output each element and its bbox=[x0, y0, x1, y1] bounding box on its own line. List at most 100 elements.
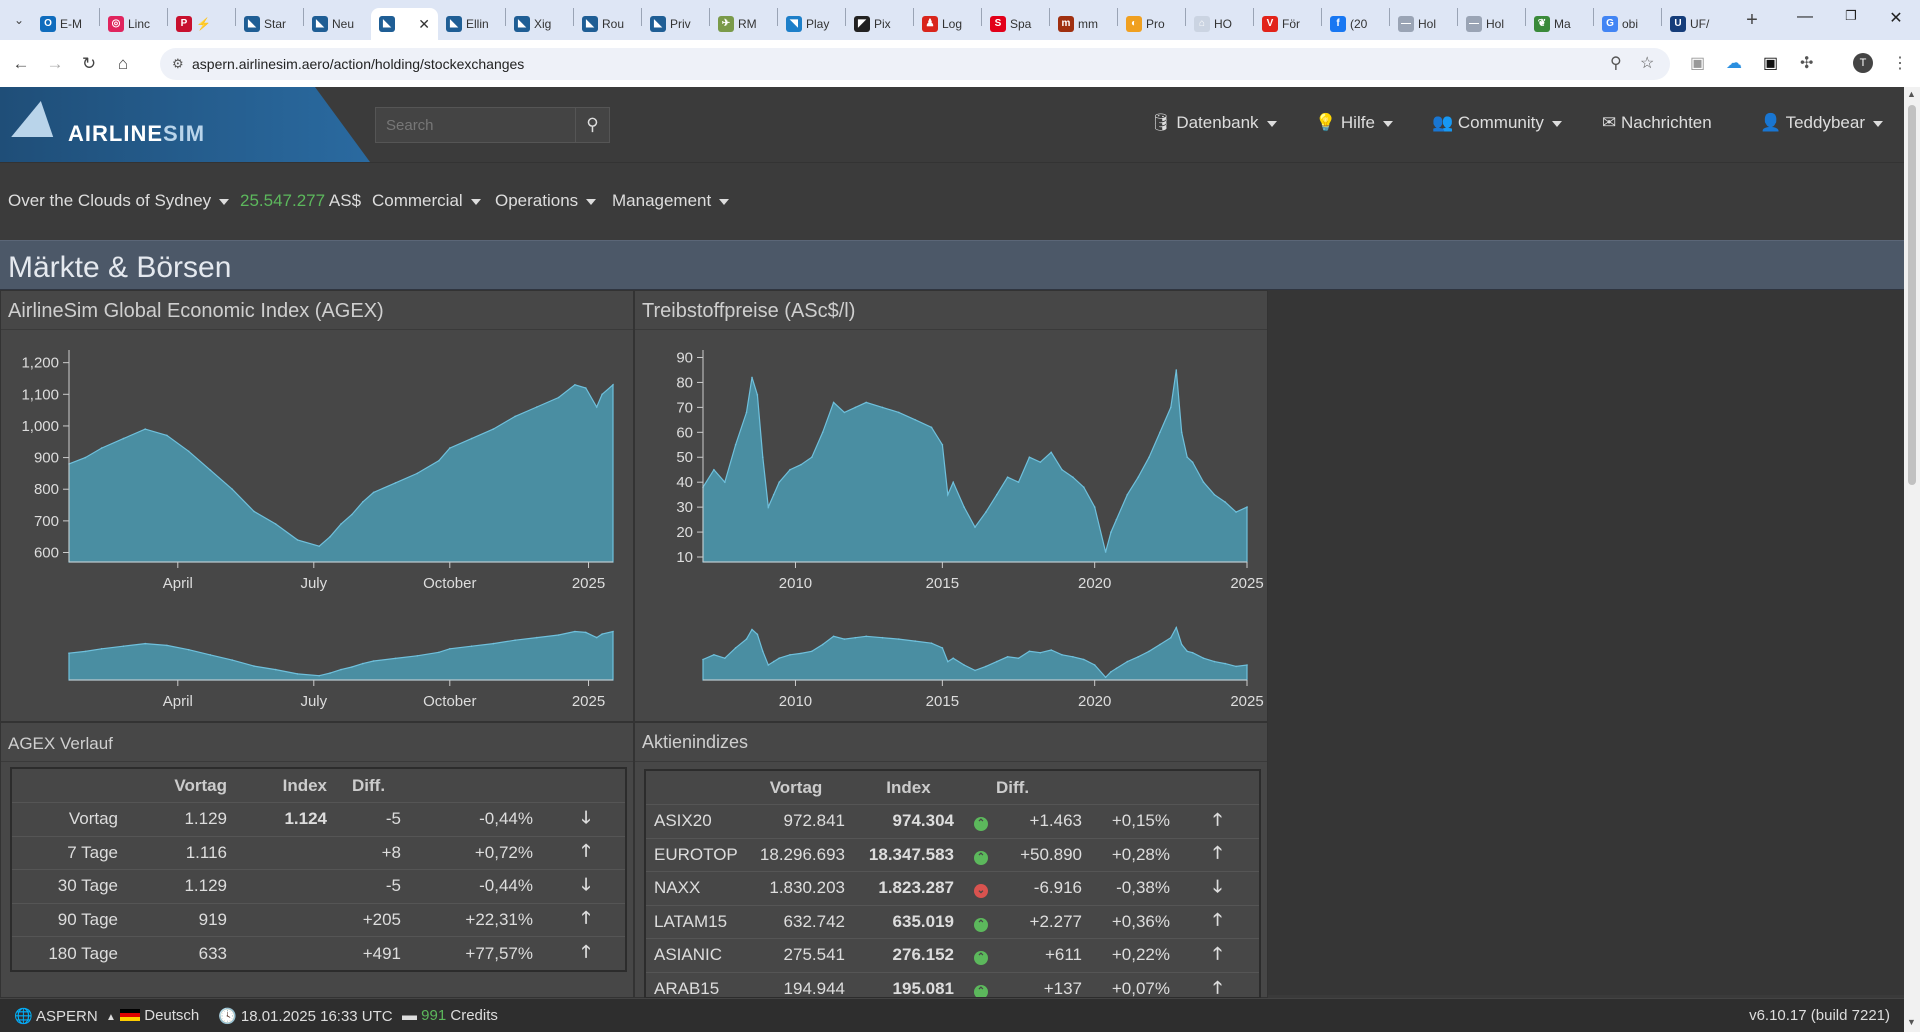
agex-chart[interactable]: 600 700 800 900 1,000 1,100 1,200 April April Jul… bbox=[1, 330, 633, 722]
browser-tab[interactable]: ◣ Ellin bbox=[438, 8, 505, 40]
browser-tab[interactable]: ◤ Pix bbox=[846, 8, 913, 40]
nav-commercial[interactable]: Commercial bbox=[372, 191, 481, 211]
browser-tab[interactable]: m mm bbox=[1050, 8, 1117, 40]
navigator-area-series-point bbox=[318, 674, 321, 677]
browser-tab[interactable]: S Spa bbox=[982, 8, 1049, 40]
browser-tab[interactable]: ◣ Xig bbox=[506, 8, 573, 40]
minimize-button[interactable]: — bbox=[1797, 8, 1813, 25]
chart-area-series-point bbox=[734, 444, 737, 446]
browser-tab[interactable]: ✈ RM bbox=[710, 8, 777, 40]
index-value: 974.304 bbox=[851, 804, 966, 838]
chart-area-series-point bbox=[274, 523, 277, 525]
fuel-chart[interactable]: 10 20 30 40 50 60 70 80 90 2010 2010 2015 2015 2020 20… bbox=[635, 330, 1267, 722]
site-info-icon[interactable]: ⚙ bbox=[172, 56, 184, 71]
navigator-area-series-point bbox=[187, 648, 190, 651]
browser-tab[interactable]: O E-M bbox=[32, 8, 99, 40]
col-vortag: Vortag bbox=[174, 775, 227, 795]
browser-menu-icon[interactable]: ⋮ bbox=[1892, 55, 1908, 72]
navigator-area-series-point bbox=[274, 668, 277, 671]
table-row: 30 Tage 1.129 -5 -0,44% 🡓 bbox=[12, 869, 625, 903]
maximize-button[interactable]: ❐ bbox=[1845, 8, 1857, 23]
table-row[interactable]: ARAB15 194.944 195.081 ⌃ +137 +0,07% 🡑 bbox=[646, 971, 1259, 997]
chart-area-series-point bbox=[340, 523, 342, 525]
cloud-extension-icon[interactable]: ☁ bbox=[1726, 55, 1742, 72]
chart-area-series-point bbox=[1017, 481, 1020, 483]
back-icon[interactable]: ← bbox=[12, 53, 30, 73]
y-tick-label: 1,100 bbox=[21, 386, 59, 403]
table-row[interactable]: EUROTOP 18.296.693 18.347.583 ⌃ +50.890 +0,28… bbox=[646, 837, 1259, 872]
zoom-icon[interactable]: ⚲ bbox=[1610, 55, 1622, 72]
browser-tab[interactable]: ◣ Priv bbox=[642, 8, 709, 40]
navigator-area-series-point bbox=[351, 666, 353, 668]
extension-icon[interactable]: ▣ bbox=[1690, 55, 1706, 72]
language-selector[interactable]: ▲ Deutsch bbox=[106, 1007, 200, 1024]
browser-tab[interactable]: f (20 bbox=[1322, 8, 1389, 40]
bookmark-star-icon[interactable]: ☆ bbox=[1640, 55, 1655, 72]
table-row[interactable]: NAXX 1.830.203 1.823.287 ⌄ -6.916 -0,38% 🡓 bbox=[646, 871, 1259, 905]
tab-favicon-icon: ◣ bbox=[312, 16, 328, 32]
close-window-button[interactable]: ✕ bbox=[1889, 10, 1903, 27]
pct-value: -0,38% bbox=[1086, 871, 1176, 905]
table-row[interactable]: ASIX20 972.841 974.304 ⌃ +1.463 +0,15% 🡑 bbox=[646, 804, 1259, 838]
navigator-area-series-point bbox=[68, 652, 70, 654]
url-field[interactable]: ⚙ aspern.airlinesim.aero/action/holding/… bbox=[160, 48, 1670, 80]
index-name: NAXX bbox=[646, 871, 741, 905]
nav-hilfe[interactable]: 💡 Hilfe bbox=[1315, 113, 1393, 133]
server-indicator[interactable]: 🌐 ASPERN bbox=[14, 1008, 98, 1025]
browser-tab[interactable]: — Hol bbox=[1390, 8, 1457, 40]
browser-tab[interactable]: ◣ Rou bbox=[574, 8, 641, 40]
close-tab-icon[interactable]: ✕ bbox=[418, 15, 430, 32]
x-tick-label: October bbox=[423, 693, 476, 710]
airline-selector[interactable]: Over the Clouds of Sydney bbox=[8, 191, 230, 211]
arrow-up-icon: 🡑 bbox=[547, 902, 625, 937]
tab-favicon-icon: ♟ bbox=[922, 16, 938, 32]
browser-tab[interactable]: V För bbox=[1254, 8, 1321, 40]
scroll-up-icon[interactable]: ▲ bbox=[1907, 89, 1916, 99]
tab-list-chevron-icon[interactable]: ⌄ bbox=[13, 13, 25, 27]
scroll-down-icon[interactable]: ▼ bbox=[1907, 1017, 1916, 1027]
home-icon[interactable]: ⌂ bbox=[117, 53, 129, 73]
extensions-puzzle-icon[interactable]: ✣ bbox=[1800, 55, 1814, 72]
browser-tab[interactable]: — Hol bbox=[1458, 8, 1525, 40]
search-input[interactable] bbox=[376, 108, 576, 142]
browser-tab[interactable]: ◣ Neu bbox=[304, 8, 371, 40]
browser-tab[interactable]: ◣ Star bbox=[236, 8, 303, 40]
nav-management[interactable]: Management bbox=[612, 191, 730, 211]
browser-tab[interactable]: P ⚡ bbox=[168, 8, 235, 40]
chart-area-series-point bbox=[585, 387, 587, 389]
new-tab-button[interactable]: + bbox=[1746, 8, 1758, 31]
browser-tab[interactable]: ◎ Linc bbox=[100, 8, 167, 40]
caret-up-icon: ▲ bbox=[106, 1012, 116, 1023]
browser-tab[interactable]: ⌂ HO bbox=[1186, 8, 1253, 40]
nav-operations[interactable]: Operations bbox=[495, 191, 597, 211]
nav-community[interactable]: 👥 Community bbox=[1432, 113, 1562, 133]
search-button[interactable]: ⚲ bbox=[575, 108, 609, 142]
browser-tab[interactable]: ♟ Log bbox=[914, 8, 981, 40]
table-row: 7 Tage 1.116 +8 +0,72% 🡑 bbox=[12, 835, 625, 870]
scrollbar-thumb[interactable] bbox=[1908, 105, 1916, 485]
table-row[interactable]: ASIANIC 275.541 276.152 ⌃ +611 +0,22% 🡑 bbox=[646, 938, 1259, 972]
nav-nachrichten[interactable]: ✉ Nachrichten bbox=[1602, 113, 1712, 132]
forward-icon[interactable]: → bbox=[46, 53, 64, 73]
profile-avatar[interactable]: T bbox=[1853, 53, 1873, 73]
reload-icon[interactable]: ↻ bbox=[81, 53, 97, 73]
globe-icon: 🌐 bbox=[14, 1008, 33, 1025]
chart-area-series-point bbox=[1104, 551, 1107, 553]
table-row: 90 Tage 919 +205 +22,31% 🡑 bbox=[12, 902, 625, 937]
browser-tab[interactable]: ◣ ✕ bbox=[371, 8, 438, 40]
nav-user[interactable]: 👤 Teddybear bbox=[1760, 113, 1883, 133]
media-extension-icon[interactable]: ▣ bbox=[1763, 55, 1779, 72]
tab-title: (20 bbox=[1350, 17, 1368, 31]
browser-tab[interactable]: ◐ Pro bbox=[1118, 8, 1185, 40]
browser-tab[interactable]: ❦ Ma bbox=[1526, 8, 1593, 40]
airlinesim-logo[interactable]: AIRLINESIM bbox=[0, 87, 370, 162]
browser-tab[interactable]: ◥ Play bbox=[778, 8, 845, 40]
page-scrollbar[interactable]: ▲ ▼ bbox=[1904, 87, 1920, 1032]
tab-title: Star bbox=[264, 17, 287, 31]
table-row[interactable]: LATAM15 632.742 635.019 ⌃ +2.277 +0,36% 🡑 bbox=[646, 904, 1259, 939]
browser-tab[interactable]: U UF/ bbox=[1662, 8, 1729, 40]
diff-value: +137 bbox=[996, 971, 1086, 997]
credits-display[interactable]: ▬ 991 Credits bbox=[402, 1007, 498, 1024]
nav-datenbank[interactable]: 🛢 Datenbank bbox=[1150, 113, 1277, 133]
